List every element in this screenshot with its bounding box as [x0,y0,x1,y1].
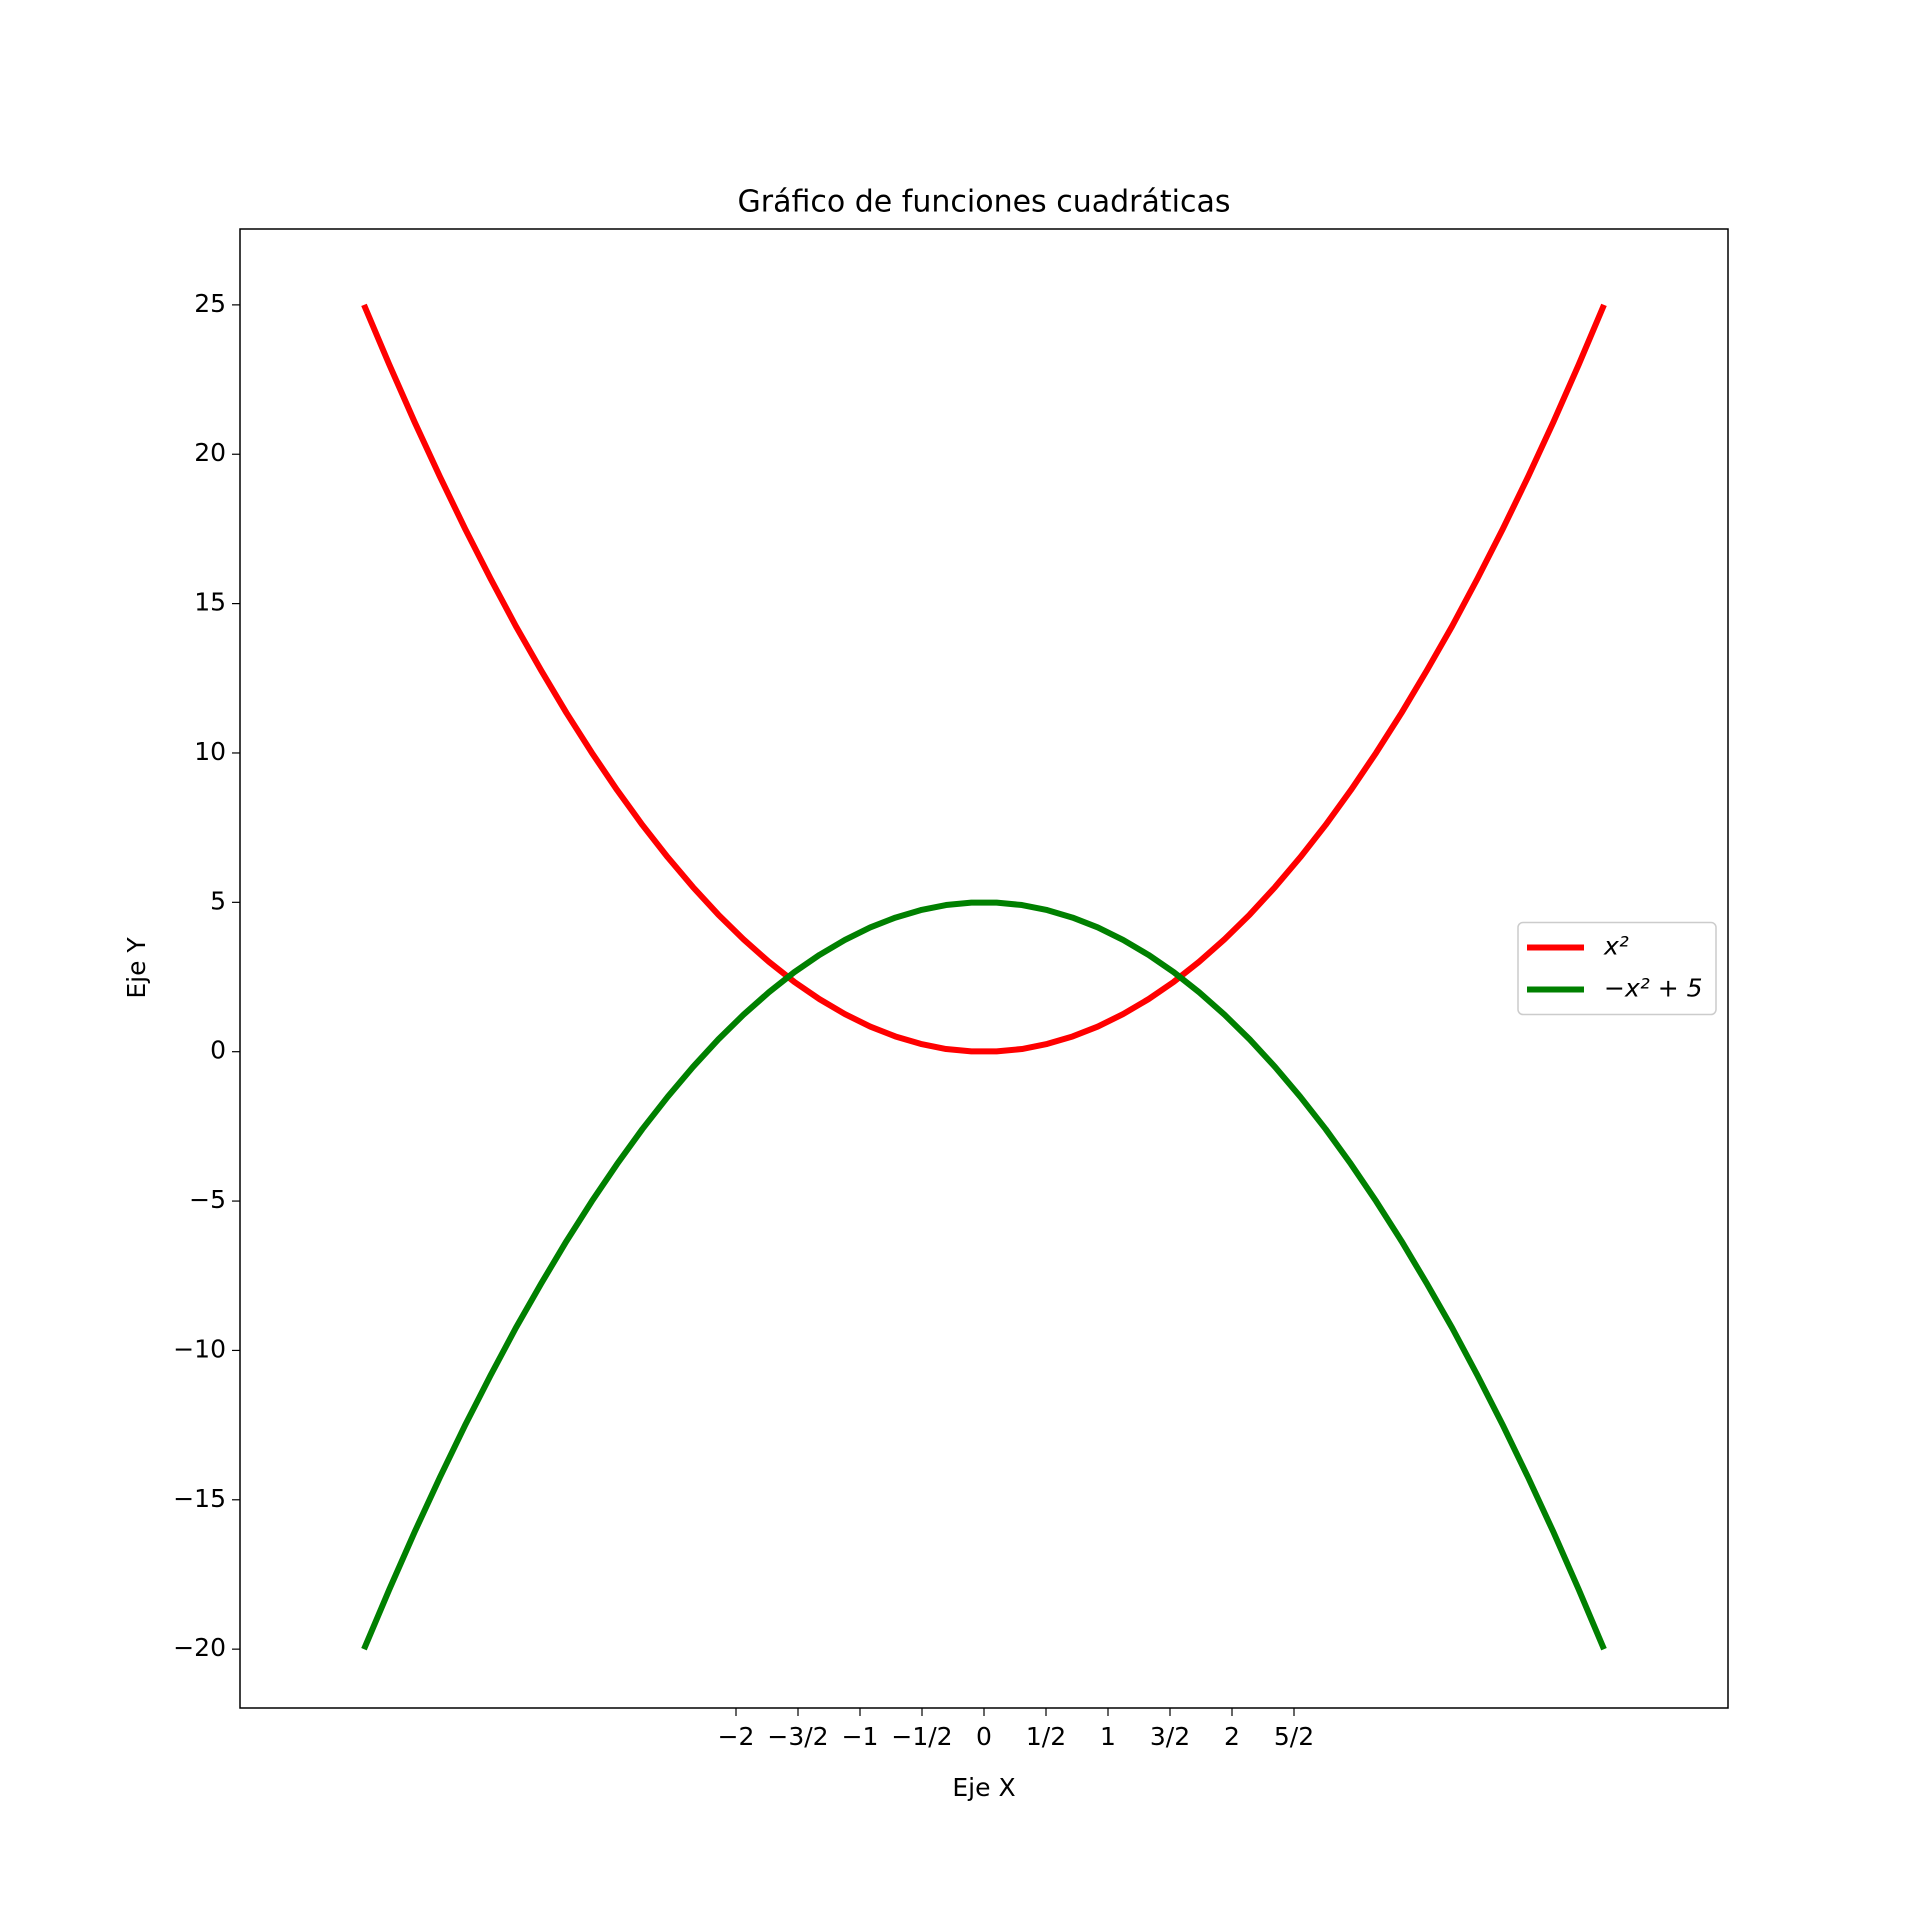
plot-frame [239,228,1729,1709]
y-tick-label: 15 [194,588,226,617]
y-tick-label: −5 [189,1185,226,1214]
x-tick-label: −2 [718,1722,755,1751]
x-tick-label: 2 [1224,1722,1240,1751]
data-line [361,899,1607,1651]
x-tick-label: −1/2 [891,1722,952,1751]
y-tick-label: 10 [194,737,226,766]
y-tick-label: 5 [210,886,226,915]
x-tick-label: 1/2 [1026,1722,1066,1751]
y-tick-label: −10 [173,1334,226,1363]
y-tick-label: 20 [194,438,226,467]
x-tick-label: 3/2 [1150,1722,1190,1751]
chart-title: Gráfico de funciones cuadráticas [738,185,1231,220]
legend-label: x² [1603,932,1629,961]
y-tick-label: −20 [173,1633,226,1662]
x-axis-label: Eje X [952,1773,1015,1802]
data-line [361,303,1607,1055]
y-axis-label: Eje Y [122,937,151,999]
x-tick-label: 5/2 [1274,1722,1314,1751]
x-tick-label: 1 [1100,1722,1116,1751]
x-tick-label: 0 [976,1722,992,1751]
x-tick-label: −3/2 [767,1722,828,1751]
y-tick-label: 0 [210,1036,226,1065]
y-tick-label: −15 [173,1484,226,1513]
legend-label: −x² + 5 [1604,974,1703,1003]
x-tick-label: −1 [842,1722,879,1751]
y-tick-label: 25 [194,289,226,318]
